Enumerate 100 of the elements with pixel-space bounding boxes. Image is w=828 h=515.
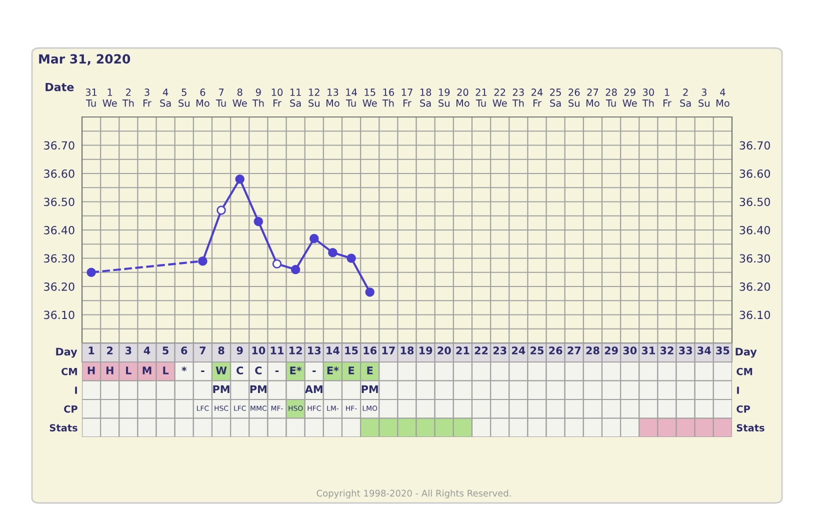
x-tick-label: 20 — [438, 346, 451, 354]
text: AM — [304, 385, 322, 393]
text: * — [182, 366, 187, 372]
x-tick-label: 25 — [530, 346, 544, 354]
x-tick-label: 21 Tu — [476, 88, 487, 107]
text: PM — [362, 385, 378, 393]
x-tick-label: 1 — [88, 346, 94, 354]
x-tick-label: 31 Tu — [86, 88, 97, 107]
x-tick-label: 27 — [568, 346, 581, 354]
x-tick-label: 2 Sa — [680, 88, 691, 107]
x-tick-label: 22 We — [492, 88, 507, 107]
x-tick-label: 13 Mo — [326, 88, 340, 107]
text: - — [275, 370, 279, 372]
text: - — [312, 370, 316, 372]
x-tick-label: 22 — [474, 346, 488, 354]
x-tick-label: 23 Th — [512, 88, 524, 107]
x-tick-label: 35 — [716, 346, 730, 354]
x-tick-label: 5 Su — [178, 88, 190, 107]
x-tick-label: 15 — [345, 346, 358, 354]
x-tick-label: 25 Sa — [550, 88, 561, 107]
x-tick-label: 3 — [126, 346, 132, 354]
y-tick-label: CM — [736, 368, 752, 376]
x-tick-label: 8 We — [232, 88, 247, 107]
x-tick-label: 23 — [493, 346, 506, 354]
x-tick-label: 19 Su — [438, 88, 450, 107]
x-tick-label: 6 — [181, 346, 188, 354]
x-tick-label: 7 Tu — [216, 88, 226, 107]
y-tick-label: 36.50 — [44, 198, 74, 206]
x-tick-label: 28 Tu — [606, 88, 617, 107]
x-tick-label: 3 Fr — [144, 88, 152, 107]
text: C — [255, 366, 262, 374]
x-tick-label: 14 Tu — [346, 88, 357, 107]
x-tick-label: 34 — [698, 346, 711, 354]
x-tick-label: 19 — [420, 346, 432, 354]
x-axis-title: Day — [736, 348, 757, 358]
x-tick-label: 30 Th — [642, 88, 654, 107]
x-tick-label: 17 — [382, 346, 395, 354]
x-tick-label: 6 Mo — [196, 88, 210, 107]
y-tick-label: 36.20 — [44, 282, 74, 291]
y-tick-label: CP — [736, 405, 750, 413]
x-tick-label: 16 Th — [382, 88, 394, 107]
text: E — [367, 366, 373, 374]
x-tick-label: 9 — [236, 346, 243, 354]
text: E* — [327, 366, 339, 374]
x-tick-label: 4 Mo — [716, 88, 730, 107]
x-tick-label: 7 — [200, 346, 206, 354]
x-tick-label: 33 — [679, 346, 692, 354]
y-tick-label: 36.60 — [44, 169, 74, 178]
x-tick-label: 32 — [660, 346, 674, 354]
text: PM — [213, 385, 230, 393]
x-tick-label: 11 — [270, 346, 284, 354]
x-tick-label: 8 — [218, 346, 224, 354]
x-tick-label: 3 Su — [698, 88, 710, 107]
chart-title: Mar 31, 2020 — [39, 54, 130, 66]
x-tick-label: 14 — [326, 346, 340, 354]
y-tick-label: 36.40 — [44, 226, 74, 234]
text: H — [88, 366, 95, 374]
x-tick-label: 16 — [364, 346, 377, 354]
x-tick-label: 30 — [623, 346, 637, 354]
x-tick-label: 9 Th — [252, 88, 264, 107]
x-tick-label: 28 — [586, 346, 600, 354]
x-tick-label: 5 — [162, 346, 168, 354]
y-tick-label: 36.30 — [44, 254, 74, 263]
x-tick-label: 12 — [290, 346, 302, 354]
y-tick-label: Stats — [736, 424, 764, 432]
x-tick-label: 17 Fr — [402, 88, 412, 107]
x-tick-label: 4 Sa — [160, 88, 171, 107]
text: E* — [290, 366, 302, 374]
text: W — [216, 366, 227, 374]
x-tick-label: 26 — [549, 346, 562, 354]
text: L — [126, 366, 132, 374]
text: PM — [250, 385, 266, 393]
text: Copyright 1998-2020 - All Rights Reserved. — [316, 490, 511, 498]
y-tick-label: 36.70 — [44, 141, 74, 150]
x-tick-label: 24 Fr — [532, 88, 543, 107]
text: M — [142, 366, 152, 374]
x-axis-title: Date — [46, 82, 74, 92]
text: - — [201, 370, 204, 372]
x-tick-label: 12 Su — [308, 88, 320, 107]
x-tick-label: 15 We — [362, 88, 377, 107]
y-tick-label: 36.10 — [44, 310, 74, 320]
x-tick-label: 24 — [512, 346, 526, 354]
x-tick-label: 1 We — [102, 88, 117, 107]
text: C — [236, 366, 244, 374]
x-tick-label: 1 Fr — [664, 88, 672, 107]
x-tick-label: 29 We — [622, 88, 637, 107]
x-tick-label: 10 Fr — [272, 88, 283, 107]
text: H — [106, 366, 114, 374]
x-tick-label: 11 Sa — [290, 88, 301, 107]
x-tick-label: 10 — [252, 346, 266, 354]
text: L — [163, 366, 169, 374]
x-tick-label: 26 Su — [568, 88, 580, 107]
x-tick-label: 2 — [107, 346, 113, 354]
y-tick-label: I — [737, 386, 739, 394]
x-tick-label: 4 — [144, 346, 150, 354]
x-tick-label: 31 — [642, 346, 655, 354]
x-tick-label: 2 Th — [122, 88, 134, 107]
x-tick-label: 18 Sa — [420, 88, 432, 107]
x-tick-label: 21 — [456, 346, 470, 354]
x-tick-label: 20 Mo — [456, 88, 470, 107]
